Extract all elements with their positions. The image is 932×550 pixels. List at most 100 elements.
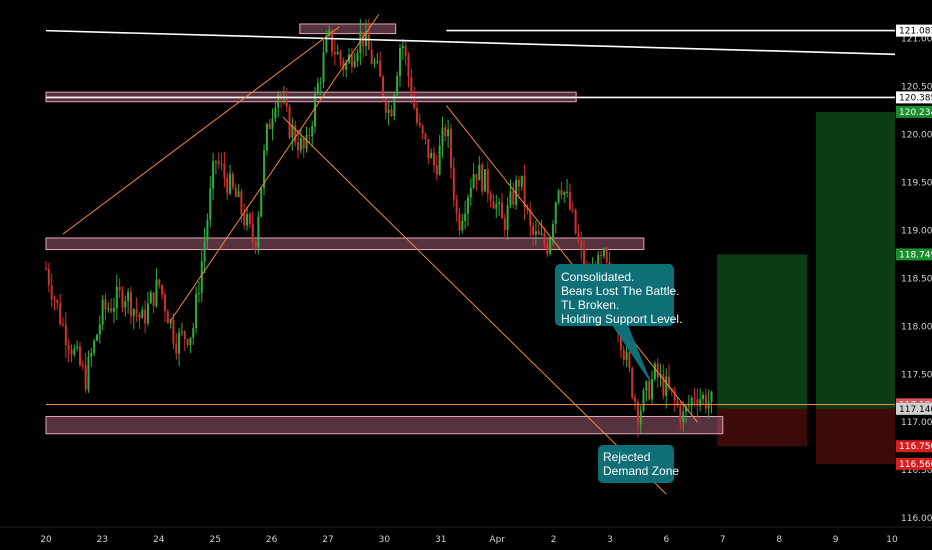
price-tick-label: 116.500 — [901, 466, 932, 476]
candle-body — [132, 309, 135, 317]
candle-body — [138, 313, 141, 319]
candle-body — [271, 118, 274, 129]
candle-body — [447, 129, 450, 137]
candle-body — [481, 164, 484, 192]
price-label-badge — [896, 440, 932, 453]
candle-body — [410, 76, 413, 99]
trendline — [45, 29, 932, 57]
candle-body — [169, 319, 172, 324]
candle-body — [693, 397, 696, 400]
price-label-badge — [896, 105, 932, 118]
candle-body — [690, 397, 693, 406]
candle-body — [668, 376, 671, 389]
candle-body — [520, 175, 523, 187]
candle-body — [226, 177, 229, 194]
price-axis[interactable]: 116.000 116.500 117.000 117.500 118.000 118.5… — [895, 0, 932, 550]
candle-body — [577, 233, 580, 242]
price-label-badge — [896, 248, 932, 261]
candle-body — [166, 311, 169, 324]
candle-body — [687, 405, 690, 407]
time-tick-label: 10 — [886, 535, 898, 545]
position-loss-zone — [717, 408, 808, 447]
candle-body — [682, 411, 685, 423]
candle-body — [605, 248, 608, 263]
candle-body — [549, 238, 552, 254]
candle-body — [104, 299, 107, 310]
candle-body — [500, 202, 503, 219]
candle-body — [95, 334, 98, 341]
candle-body — [178, 332, 181, 354]
time-tick-label: 20 — [40, 535, 52, 545]
candle-body — [540, 233, 543, 235]
candle-body — [163, 294, 166, 312]
price-label-text: 121.081 — [899, 27, 932, 37]
price-tick-label: 117.000 — [901, 418, 932, 428]
candle-body — [214, 161, 217, 163]
candle-body — [260, 187, 263, 217]
candle-body — [322, 52, 325, 83]
annotation-consolidated[interactable]: Consolidated. Bears Lost The Battle. TL … — [555, 264, 682, 326]
candle-body — [509, 191, 512, 206]
candle-body — [382, 76, 385, 99]
candle-body — [209, 188, 212, 221]
candle-body — [365, 30, 368, 46]
candle-body — [206, 220, 209, 241]
price-label-text: 120.385 — [899, 93, 932, 103]
zones-layer — [45, 23, 724, 435]
candle-body — [702, 394, 705, 400]
candle-body — [710, 391, 713, 403]
price-label-badge — [896, 91, 932, 104]
candle-body — [435, 165, 438, 175]
time-tick-label: 8 — [776, 535, 782, 545]
candle-body — [141, 309, 144, 319]
candle-body — [642, 390, 645, 411]
candle-body — [331, 29, 334, 53]
candle-body — [59, 303, 62, 325]
candle-body — [566, 191, 569, 193]
candle-body — [246, 214, 249, 226]
candle-body — [294, 125, 297, 143]
candle-body — [158, 279, 161, 285]
trendline — [169, 14, 380, 322]
candle-body — [243, 213, 246, 226]
candle-body — [662, 374, 665, 396]
price-tick-label: 120.000 — [901, 130, 932, 140]
candle-body — [449, 129, 452, 168]
candle-body — [486, 169, 489, 194]
candle-body — [161, 284, 164, 295]
candle-body — [316, 82, 319, 94]
candle-body — [478, 164, 481, 181]
time-axis[interactable]: 20 23 24 25 26 27 30 31 Apr 2 3 6 7 8 9 10 — [0, 526, 932, 545]
annotation-rejected-demand-zone[interactable]: Rejected Demand Zone — [598, 445, 679, 483]
candle-body — [328, 29, 331, 37]
candle-body — [600, 254, 603, 257]
candle-body — [345, 62, 348, 70]
candle-body — [149, 292, 152, 304]
candle-body — [390, 109, 393, 116]
time-tick-label: 3 — [607, 535, 613, 545]
candle-body — [144, 309, 147, 324]
candle-body — [257, 216, 260, 248]
candle-body — [129, 291, 132, 317]
candle-body — [359, 31, 362, 54]
candle-body — [413, 98, 416, 109]
candle-body — [489, 193, 492, 201]
candle-body — [308, 135, 311, 137]
candle-body — [183, 331, 186, 340]
candle-body — [554, 202, 557, 225]
candle-body — [506, 205, 509, 230]
price-label-text: 116.750 — [899, 442, 932, 452]
candle-body — [653, 363, 656, 380]
price-label-text: 117.140 — [899, 405, 932, 415]
candle-body — [263, 150, 266, 188]
candle-body — [685, 406, 688, 412]
time-tick-label: 2 — [551, 535, 557, 545]
candle-body — [495, 204, 498, 209]
candle-body — [427, 139, 430, 159]
candle-body — [319, 82, 322, 84]
candle-body — [679, 405, 682, 423]
candle-body — [93, 340, 96, 354]
candle-body — [61, 324, 64, 326]
candle-body — [53, 299, 56, 301]
